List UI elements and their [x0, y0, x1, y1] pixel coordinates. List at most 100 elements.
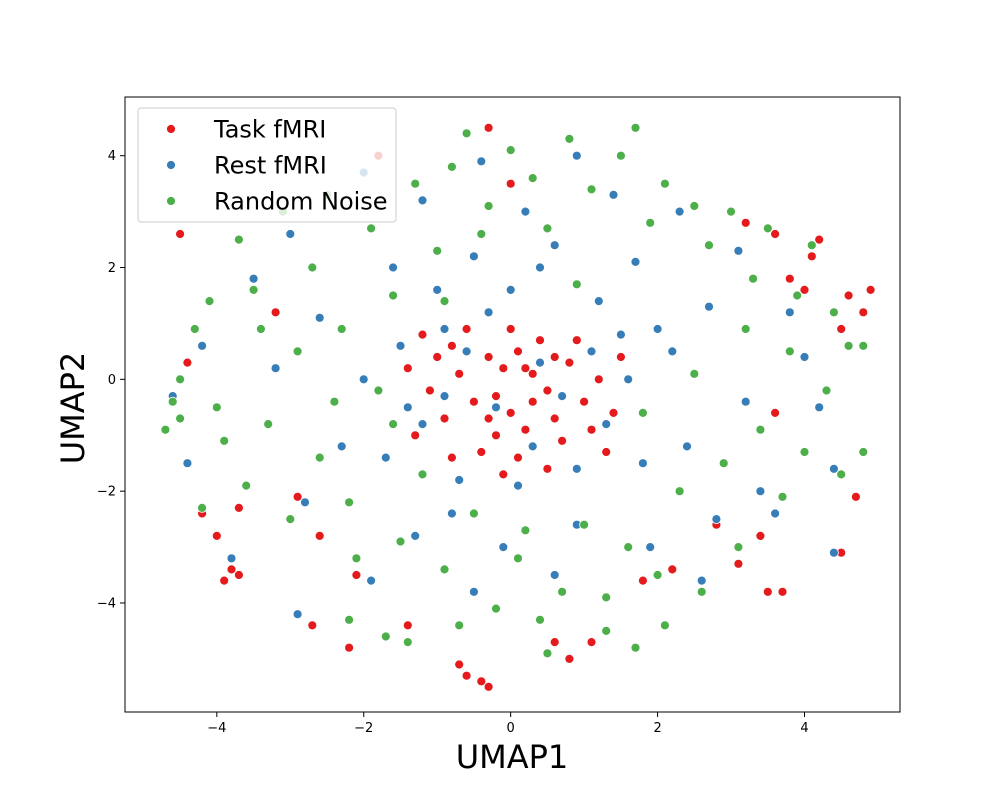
- data-point: [770, 508, 780, 519]
- data-point: [461, 128, 472, 139]
- data-point: [182, 357, 193, 368]
- data-point: [586, 637, 597, 647]
- data-point: [498, 363, 509, 374]
- data-point: [189, 324, 200, 334]
- data-point: [329, 396, 340, 407]
- data-point: [410, 430, 421, 441]
- data-point: [476, 229, 487, 239]
- data-point: [402, 402, 413, 413]
- data-point: [549, 352, 560, 362]
- data-point: [858, 307, 869, 318]
- data-point: [814, 234, 825, 245]
- data-point: [660, 620, 670, 631]
- data-point: [718, 458, 729, 469]
- data-point: [549, 240, 560, 251]
- points-layer: [160, 122, 876, 692]
- data-point: [270, 307, 281, 318]
- data-point: [799, 284, 810, 295]
- data-point: [468, 508, 479, 519]
- data-point: [586, 346, 597, 357]
- data-point: [491, 402, 501, 413]
- data-point: [542, 223, 553, 234]
- data-point: [814, 402, 825, 413]
- data-point: [770, 407, 780, 418]
- y-tick-label: −4: [97, 596, 116, 611]
- x-axis-label: UMAP1: [456, 738, 569, 776]
- legend-marker: [166, 160, 176, 170]
- data-point: [336, 441, 347, 452]
- data-point: [623, 374, 634, 385]
- data-point: [505, 178, 516, 189]
- data-point: [424, 385, 435, 396]
- data-point: [616, 352, 626, 362]
- data-point: [175, 374, 186, 385]
- series-2: [160, 122, 869, 659]
- data-point: [446, 161, 457, 172]
- data-point: [410, 178, 421, 189]
- legend-box: [137, 107, 397, 223]
- data-point: [197, 502, 208, 513]
- x-tick-label: −2: [354, 721, 373, 736]
- data-point: [446, 508, 457, 519]
- data-point: [770, 229, 780, 239]
- data-point: [270, 363, 281, 374]
- data-point: [784, 307, 795, 318]
- data-point: [175, 413, 186, 424]
- data-point: [395, 536, 406, 547]
- data-point: [726, 206, 736, 217]
- data-point: [667, 564, 678, 575]
- data-point: [527, 396, 538, 407]
- data-point: [513, 480, 523, 491]
- data-point: [520, 206, 531, 217]
- data-point: [527, 368, 538, 379]
- data-point: [219, 435, 230, 446]
- data-point: [344, 642, 355, 653]
- data-point: [777, 586, 788, 597]
- data-point: [608, 189, 619, 200]
- data-point: [571, 463, 582, 474]
- data-point: [505, 145, 516, 156]
- data-point: [660, 178, 670, 189]
- data-point: [366, 575, 377, 586]
- y-axis-label: UMAP2: [54, 352, 92, 465]
- data-point: [468, 396, 479, 407]
- data-point: [806, 251, 817, 262]
- data-point: [336, 324, 347, 334]
- data-point: [593, 374, 604, 385]
- data-point: [491, 603, 501, 614]
- data-point: [616, 329, 626, 340]
- data-point: [733, 542, 744, 552]
- data-point: [248, 273, 259, 284]
- x-axis-ticks: −4 −2 0 2 4: [207, 712, 809, 736]
- data-point: [454, 659, 465, 670]
- data-point: [762, 223, 773, 234]
- series-0: [175, 122, 876, 692]
- data-point: [241, 480, 252, 491]
- data-point: [593, 296, 604, 307]
- data-point: [476, 447, 487, 457]
- data-point: [527, 441, 538, 452]
- data-point: [417, 419, 428, 430]
- data-point: [285, 514, 296, 524]
- data-point: [571, 279, 582, 290]
- data-point: [616, 150, 626, 161]
- data-point: [417, 329, 428, 340]
- data-point: [689, 368, 700, 379]
- data-point: [784, 346, 795, 357]
- data-point: [417, 195, 428, 206]
- data-point: [491, 391, 501, 402]
- legend-entries: Task fMRI Rest fMRI Random Noise: [166, 116, 388, 216]
- data-point: [535, 614, 545, 625]
- data-point: [432, 245, 443, 256]
- data-point: [454, 620, 465, 631]
- data-point: [586, 424, 597, 435]
- data-point: [865, 284, 876, 295]
- series-1: [167, 150, 839, 620]
- data-point: [704, 240, 714, 251]
- data-point: [461, 324, 472, 334]
- data-point: [652, 324, 663, 334]
- data-point: [483, 201, 494, 211]
- data-point: [689, 201, 700, 211]
- data-point: [630, 122, 641, 133]
- data-point: [300, 497, 310, 508]
